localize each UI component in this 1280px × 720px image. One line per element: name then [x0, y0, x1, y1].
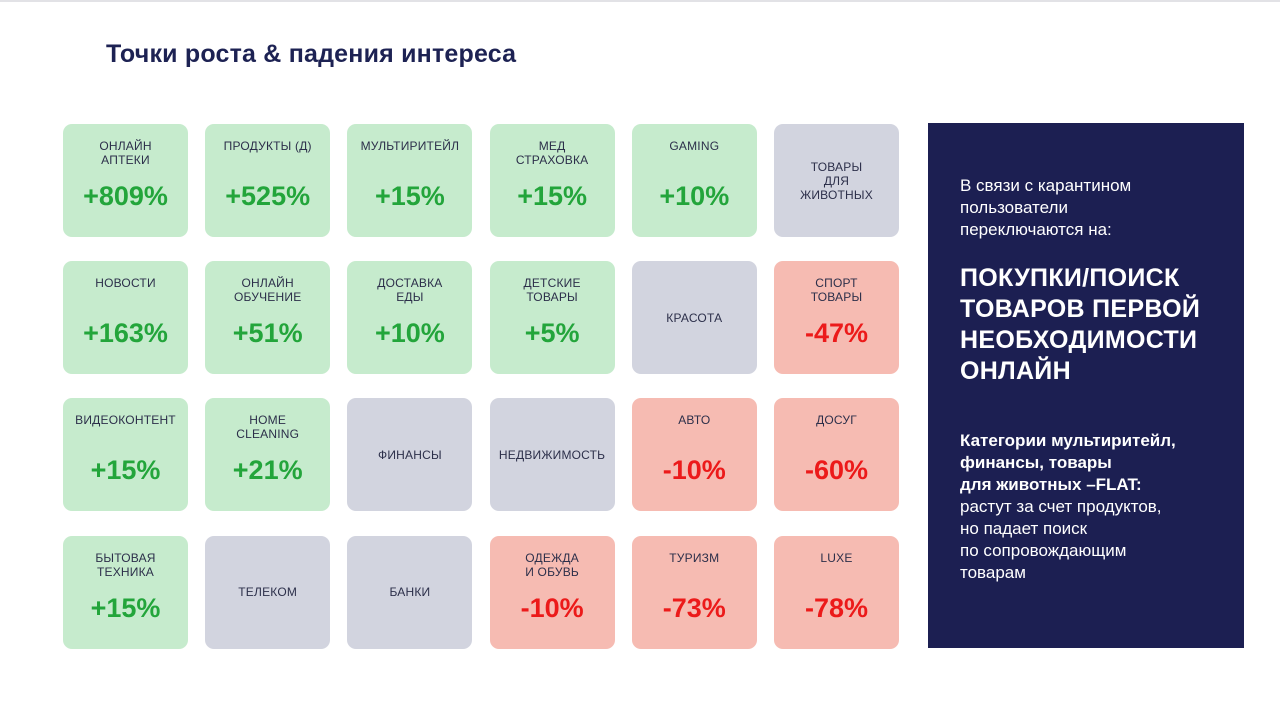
category-label: БАНКИ: [389, 585, 431, 600]
category-label: ТУРИЗМ: [669, 550, 720, 565]
interest-change-value: +21%: [232, 455, 303, 486]
category-label: ОНЛАЙН АПТЕКИ: [99, 139, 152, 167]
panel-note-rest: растут за счет продуктов, но падает поис…: [960, 497, 1162, 582]
top-divider: [0, 0, 1280, 2]
category-label: ФИНАНСЫ: [378, 447, 442, 462]
interest-change-value: -78%: [804, 592, 869, 623]
page-title: Точки роста & падения интереса: [106, 40, 517, 68]
interest-change-value: +15%: [374, 181, 445, 211]
category-tile: ПРОДУКТЫ (Д) +525%: [205, 124, 331, 237]
panel-intro-text: В связи с карантином пользователи перекл…: [960, 176, 1132, 239]
category-tile: МУЛЬТИРИТЕЙЛ +15%: [347, 124, 473, 237]
category-tile: ДЕТСКИЕ ТОВАРЫ +5%: [489, 261, 615, 375]
interest-change-value: +51%: [232, 318, 303, 349]
category-tile: ТОВАРЫ ДЛЯ ЖИВОТНЫХ: [774, 124, 899, 237]
category-tile: МЕД СТРАХОВКА +15%: [489, 124, 615, 237]
category-tile: ВИДЕОКОНТЕНТ +15%: [63, 398, 188, 512]
interest-change-value: +809%: [83, 181, 168, 211]
category-tile: НЕДВИЖИМОСТЬ: [489, 398, 615, 512]
category-label: ОНЛАЙН ОБУЧЕНИЕ: [233, 276, 302, 305]
category-tile: СПОРТ ТОВАРЫ -47%: [774, 261, 899, 375]
category-tile: ФИНАНСЫ: [347, 398, 473, 512]
interest-change-value: -10%: [520, 592, 584, 623]
interest-change-value: +15%: [90, 455, 161, 486]
category-label: ДЕТСКИЕ ТОВАРЫ: [523, 276, 581, 305]
category-tile: НОВОСТИ +163%: [63, 261, 188, 375]
summary-panel: В связи с карантином пользователи перекл…: [928, 123, 1244, 648]
category-tile-grid: ОНЛАЙН АПТЕКИ +809% ПРОДУКТЫ (Д) +525% МУЛЬТ…: [63, 124, 899, 649]
category-label: МУЛЬТИРИТЕЙЛ: [360, 139, 460, 153]
interest-change-value: -10%: [662, 455, 726, 486]
category-label: НЕДВИЖИМОСТЬ: [498, 447, 606, 462]
category-label: ПРОДУКТЫ (Д): [223, 139, 312, 153]
category-label: LUXE: [820, 550, 853, 565]
category-tile: КРАСОТА: [631, 261, 757, 375]
category-tile: ТЕЛЕКОМ: [205, 535, 331, 649]
interest-change-value: +15%: [90, 592, 161, 623]
category-label: КРАСОТА: [666, 310, 723, 325]
category-label: ТЕЛЕКОМ: [238, 585, 298, 600]
category-label: БЫТОВАЯ ТЕХНИКА: [95, 550, 156, 579]
category-label: ОДЕЖДА И ОБУВЬ: [525, 550, 579, 579]
category-tile: HOME CLEANING +21%: [205, 398, 331, 512]
category-tile: ДОСТАВКА ЕДЫ +10%: [347, 261, 473, 375]
interest-change-value: -60%: [804, 455, 869, 486]
category-label: ДОСУГ: [816, 413, 857, 428]
interest-change-value: +163%: [83, 318, 168, 349]
interest-change-value: +10%: [374, 318, 445, 349]
panel-headline: ПОКУПКИ/ПОИСК ТОВАРОВ ПЕРВОЙ НЕОБХОДИМОС…: [960, 264, 1201, 385]
category-label: ВИДЕОКОНТЕНТ: [75, 413, 176, 428]
interest-change-value: +525%: [225, 181, 311, 211]
panel-note-bold: Категории мультиритейл, финансы, товары …: [960, 431, 1176, 494]
category-tile: ОНЛАЙН АПТЕКИ +809%: [63, 124, 188, 237]
category-label: МЕД СТРАХОВКА: [515, 139, 589, 167]
category-tile: GAMING +10%: [631, 124, 757, 237]
category-tile: БЫТОВАЯ ТЕХНИКА +15%: [63, 535, 188, 649]
category-tile: LUXE -78%: [774, 535, 899, 649]
category-label: HOME CLEANING: [236, 413, 300, 442]
category-tile: АВТО -10%: [631, 398, 757, 512]
interest-change-value: +15%: [517, 181, 587, 211]
category-tile: ОНЛАЙН ОБУЧЕНИЕ +51%: [205, 261, 331, 375]
category-tile: ТУРИЗМ -73%: [631, 535, 757, 649]
interest-change-value: -73%: [662, 592, 726, 623]
category-label: GAMING: [669, 139, 720, 153]
category-label: АВТО: [678, 413, 711, 428]
category-tile: ДОСУГ -60%: [774, 398, 899, 512]
interest-change-value: +5%: [524, 318, 580, 349]
category-label: ТОВАРЫ ДЛЯ ЖИВОТНЫХ: [800, 159, 873, 202]
category-label: СПОРТ ТОВАРЫ: [810, 276, 863, 305]
category-tile: ОДЕЖДА И ОБУВЬ -10%: [489, 535, 615, 649]
category-tile: БАНКИ: [347, 535, 473, 649]
panel-note: Категории мультиритейл, финансы, товары …: [960, 430, 1236, 584]
category-label: НОВОСТИ: [95, 276, 156, 291]
interest-change-value: +10%: [659, 181, 730, 211]
interest-change-value: -47%: [804, 318, 869, 349]
category-label: ДОСТАВКА ЕДЫ: [377, 276, 443, 305]
